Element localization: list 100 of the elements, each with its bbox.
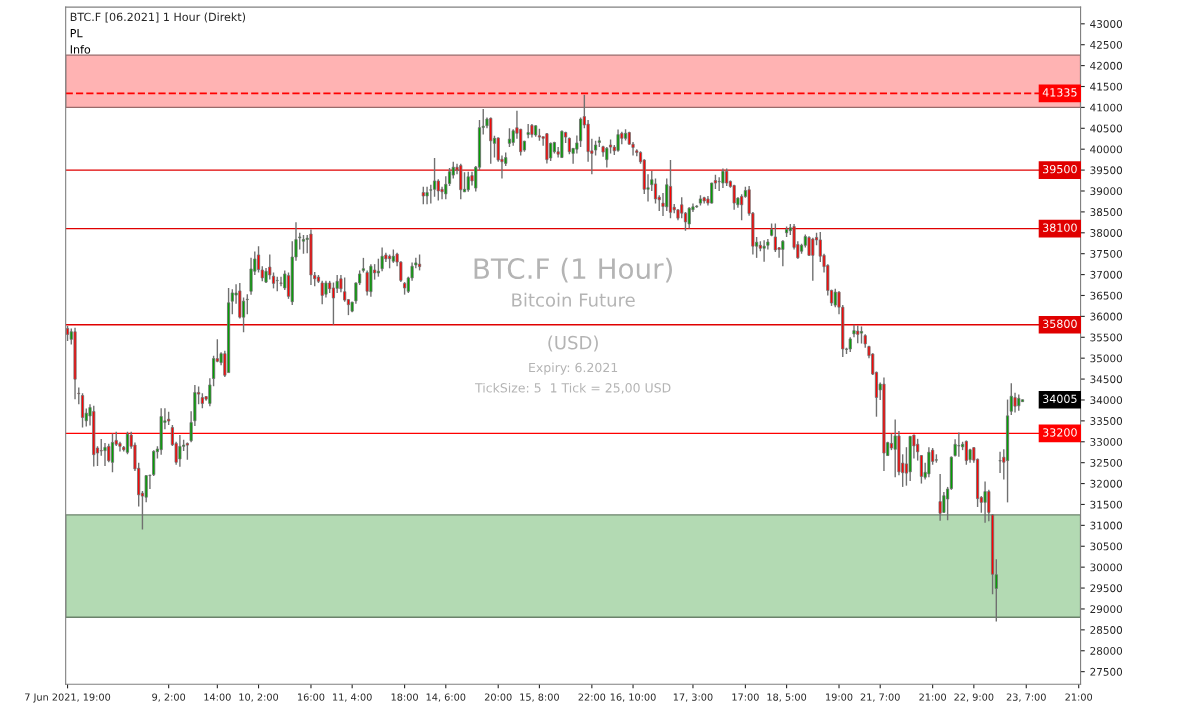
candlestick [245,293,249,315]
candlestick [616,128,620,153]
candlestick [732,184,736,211]
candlestick [919,454,923,485]
candlestick [807,235,811,257]
x-tick-label: 21:00 [919,693,947,701]
ref-line-label: 33200 [1043,428,1077,437]
y-tick-label: 32000 [1090,479,1123,488]
candlestick [365,269,369,297]
y-tick-label: 31000 [1090,521,1123,530]
candlestick [938,473,942,522]
y-tick-label: 35000 [1090,354,1123,363]
y-tick-label: 30000 [1090,563,1123,572]
ref-line-label: 41335 [1042,88,1077,97]
y-tick-label: 38000 [1090,229,1123,237]
y-tick-label: 28500 [1090,626,1123,634]
y-tick-label: 39500 [1090,166,1123,175]
x-tick-label: 10, 2:00 [239,693,279,702]
y-tick-label: 40000 [1090,145,1123,154]
candlestick [343,276,347,303]
candlestick [279,275,283,287]
y-tick-label: 34500 [1090,375,1123,384]
annotation: Expiry: 6.2021 [529,362,618,375]
candlestick [436,178,440,202]
x-tick-label: 21:00 [1065,693,1093,701]
candlestick [1009,382,1013,416]
ref-line-label: 35800 [1043,319,1077,328]
x-tick-label: 21, 7:00 [860,693,900,702]
candlestick [152,449,156,477]
y-tick-label: 29000 [1090,605,1123,614]
annotation: TickSize: 5 1 Tick = 25,00 USD [474,382,671,394]
x-tick-label: 20:00 [484,693,512,701]
candlestick [833,288,837,308]
x-tick-label: 17:00 [732,693,759,701]
y-tick-label: 30500 [1090,542,1123,551]
y-tick-label: 35500 [1090,333,1123,342]
candlestick [103,442,107,467]
y-tick-label: 36500 [1090,291,1123,300]
candlestick [526,123,530,140]
x-tick-label: 14:00 [204,693,231,701]
candlestick [781,239,785,267]
candlestick [425,186,429,206]
ref-line-label: 39500 [1043,164,1077,174]
y-tick-label: 29500 [1090,584,1123,593]
candlestick [710,181,714,205]
y-tick-label: 37500 [1090,249,1123,258]
annotation: Info [70,45,91,54]
y-tick-label: 41000 [1090,103,1123,112]
x-tick-label: 22:00 [578,693,606,701]
y-tick-label: 27500 [1090,667,1123,676]
y-tick-label: 39000 [1090,187,1123,196]
y-tick-label: 28000 [1090,646,1123,655]
chart-title: BTC.F [06.2021] 1 Hour (Direkt) [70,12,246,23]
x-tick-label: 9, 2:00 [152,693,186,702]
y-tick-label: 33000 [1090,437,1123,446]
candlestick [680,196,684,219]
annotation: 34005 [1043,394,1077,403]
annotation: Bitcoin Future [512,292,635,307]
candlestick [916,438,920,462]
x-tick-label: 18:00 [391,693,418,701]
candlestick [927,446,931,478]
x-tick-label: 16, 10:00 [610,693,656,702]
annotation: BTC.F (1 Hour) [474,257,672,283]
y-tick-label: 41500 [1090,82,1123,91]
y-tick-label: 38500 [1090,208,1123,216]
candlestick [507,127,511,148]
candlestick [762,239,766,263]
candlestick [893,418,897,478]
candlestick [230,288,234,315]
candlestick [1013,392,1017,414]
x-tick-label: 17, 3:00 [673,693,713,702]
x-tick-label: 14, 6:00 [426,693,466,702]
x-tick-label: 22, 9:00 [954,693,994,702]
candlestick [957,431,961,458]
annotation: (USD) [548,335,598,352]
y-tick-label: 36000 [1090,312,1123,321]
y-tick-label: 40500 [1090,124,1123,133]
candlestick [466,171,470,193]
candlestick [740,193,744,221]
candlestick [489,116,493,165]
y-tick-label: 37000 [1090,270,1123,279]
x-tick-label: 7 Jun 2021, 19:00 [25,693,111,703]
candlestick [964,439,968,466]
y-tick-label: 42000 [1090,61,1123,70]
candlestick [178,434,182,468]
candlestick [983,480,987,524]
x-tick-label: 19:00 [826,693,853,701]
y-tick-label: 31500 [1090,500,1123,509]
candlestick [107,443,111,463]
candlestick [721,167,725,189]
y-tick-label: 34000 [1090,396,1123,405]
y-tick-label: 33500 [1090,417,1123,425]
x-tick-label: 23, 7:00 [1006,693,1046,702]
x-tick-label: 18, 5:00 [767,693,807,702]
annotation: PL [70,29,83,38]
x-tick-label: 16:00 [298,693,325,701]
candlestick [687,206,691,230]
y-tick-label: 42500 [1090,40,1123,49]
ref-line-label: 38100 [1043,223,1077,232]
y-tick-label: 43000 [1090,20,1123,28]
